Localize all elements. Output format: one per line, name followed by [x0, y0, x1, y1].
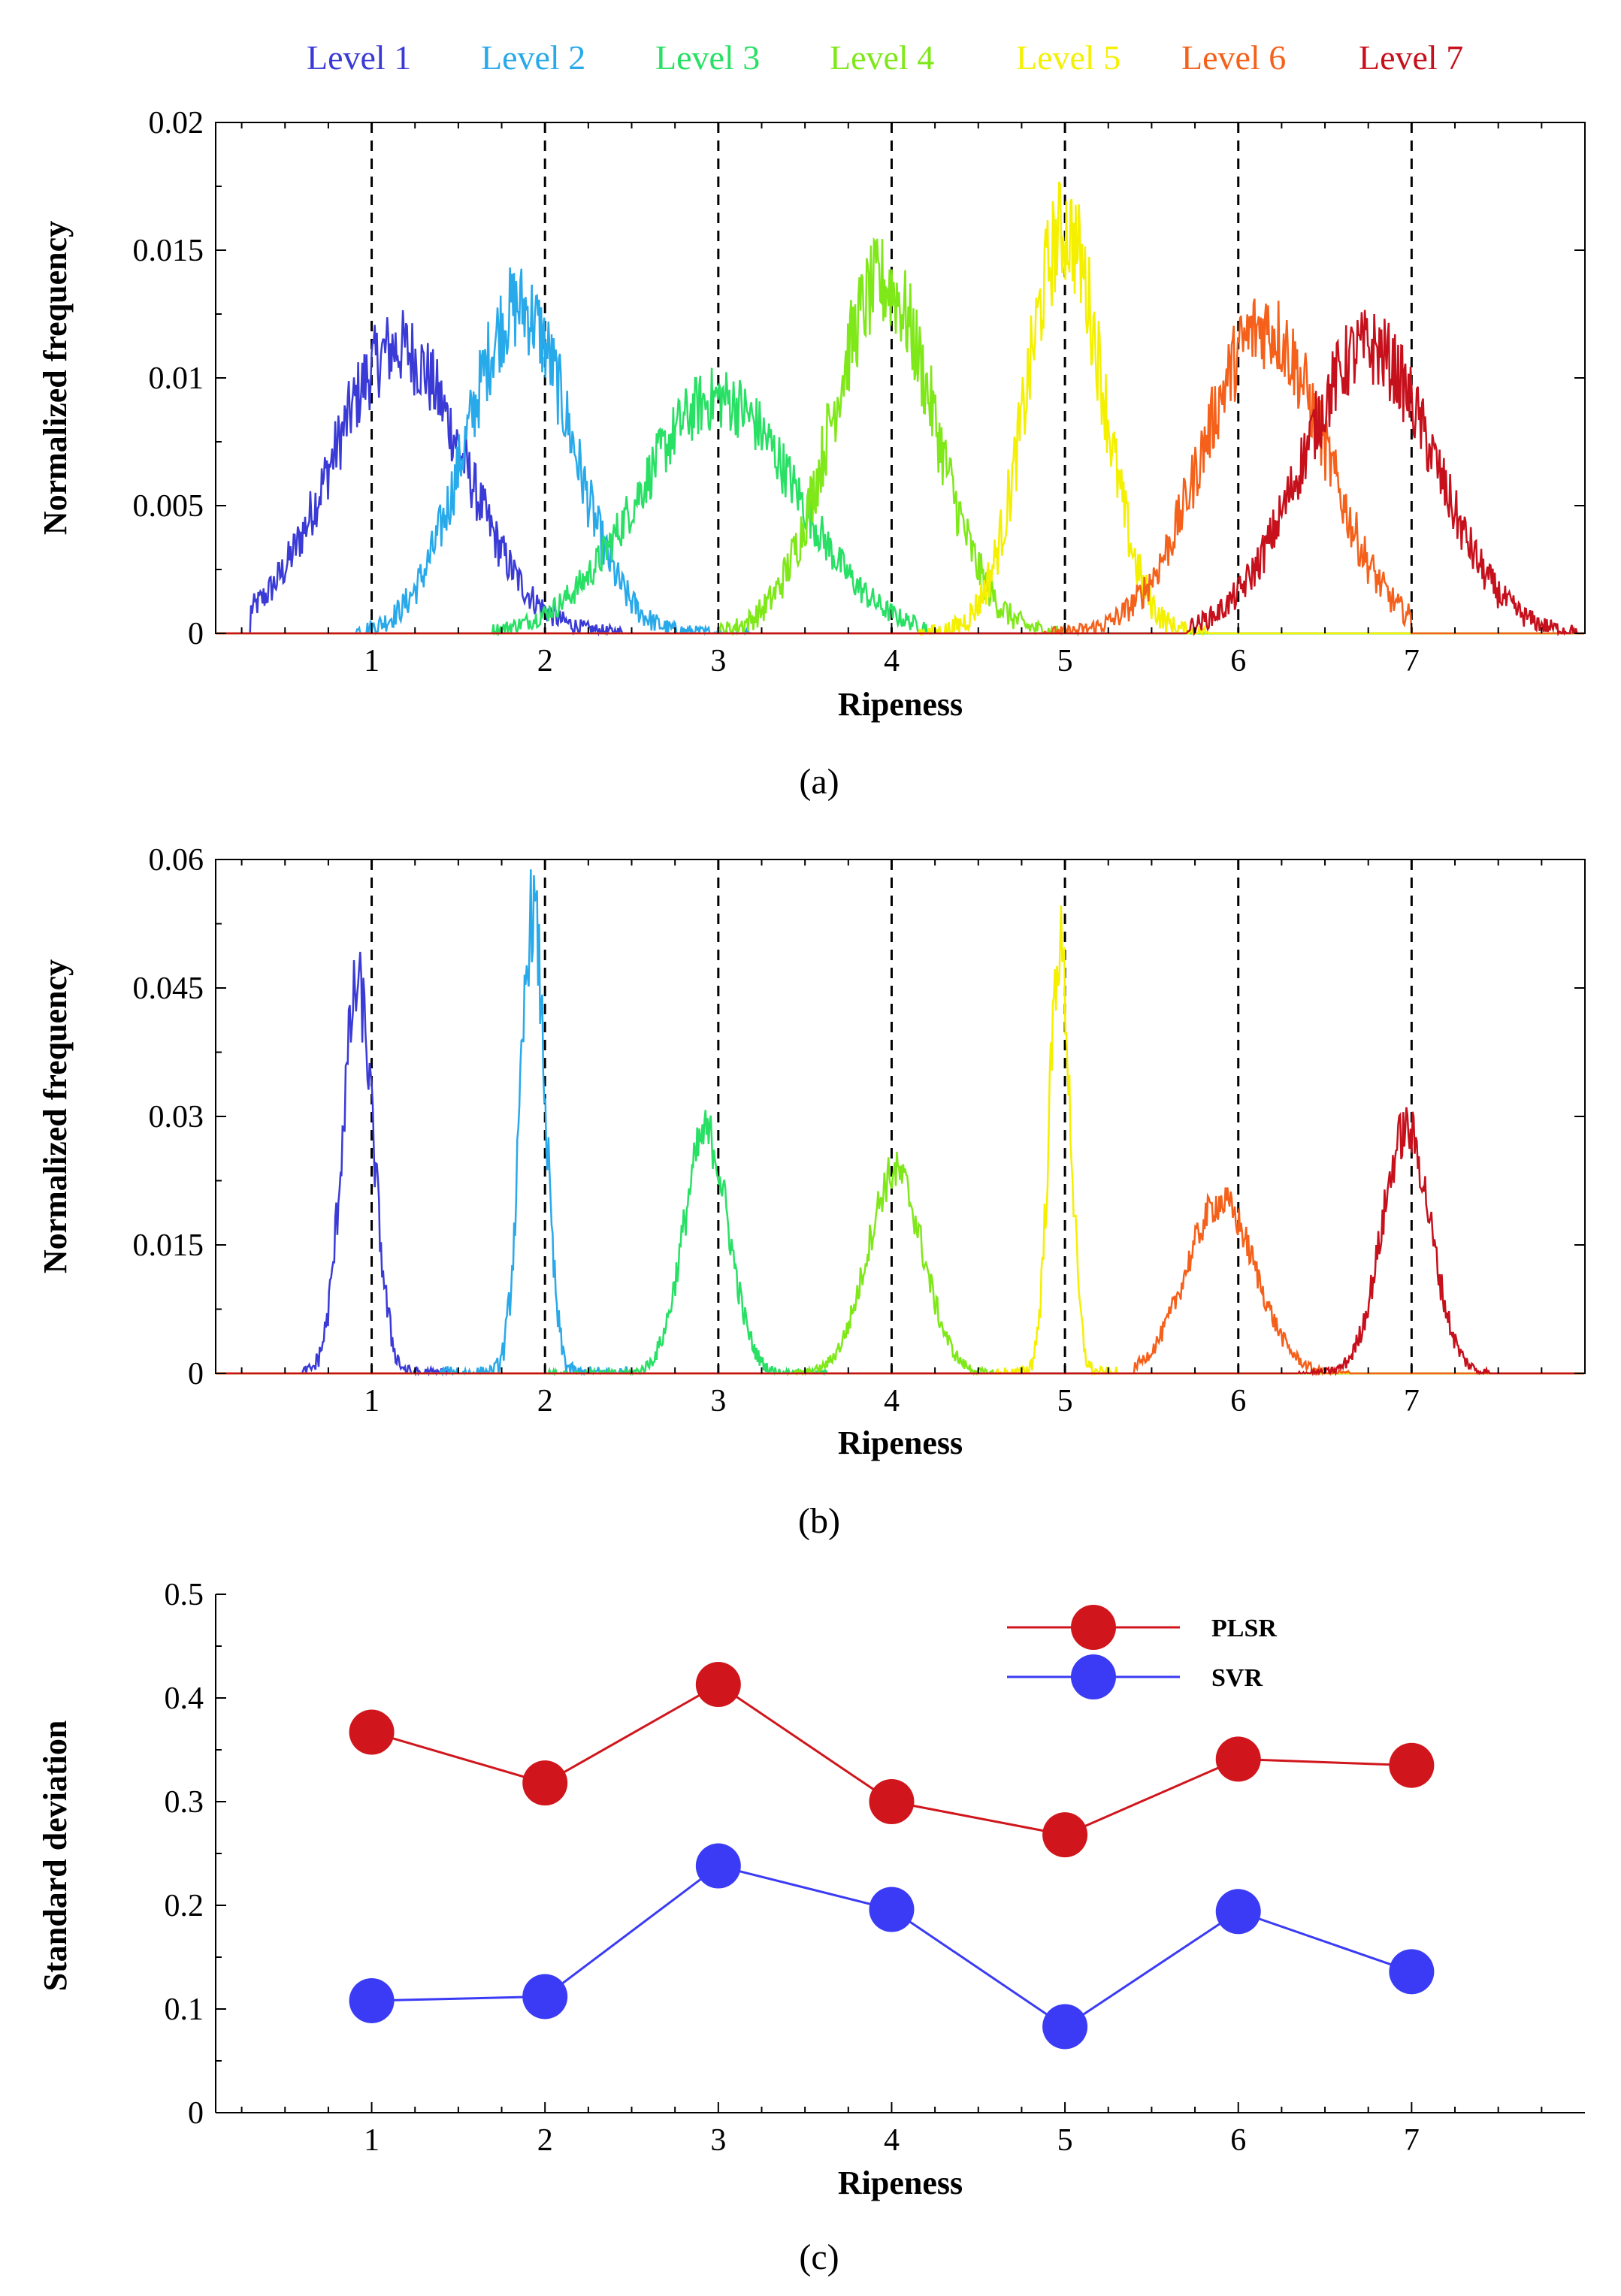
x-tick-label: 3: [710, 1384, 726, 1418]
series-line-level-2: [216, 869, 1585, 1377]
data-point-svr: [522, 1974, 568, 2020]
data-point-plsr: [869, 1779, 915, 1824]
series-line-level-4: [216, 1151, 1585, 1376]
x-tick-label: 5: [1057, 2123, 1073, 2158]
legend-plsr-label: PLSR: [1211, 1615, 1277, 1642]
y-tick-label: 0.02: [149, 106, 204, 140]
x-ticks-b: 1 2 3 4 5 6 7: [240, 859, 1543, 1418]
legend-level-7: Level 7: [1359, 38, 1463, 77]
y-tick-label: 0.015: [133, 234, 204, 268]
x-tick-label: 3: [710, 644, 726, 678]
series-lines-c: [349, 1662, 1435, 2050]
x-tick-label: 6: [1230, 1384, 1246, 1418]
data-point-plsr: [1215, 1736, 1261, 1782]
y-tick-label: 0.01: [149, 361, 204, 396]
series-line-level-7: [216, 1107, 1585, 1376]
y-axis-label-a: Normalized frequency: [37, 221, 74, 535]
caption-b: (b): [798, 1501, 840, 1541]
y-tick-label: 0.045: [133, 971, 204, 1006]
series-line-level-7: [216, 310, 1585, 636]
y-tick-label: 0.06: [149, 843, 204, 878]
x-tick-label: 5: [1057, 1384, 1073, 1418]
data-point-plsr: [1389, 1742, 1435, 1788]
x-axis-label-b: Ripeness: [838, 1424, 963, 1461]
x-tick-label: 1: [364, 2123, 380, 2158]
x-tick-label: 4: [884, 2123, 900, 2158]
panel-a: 0 0.005 0.01 0.015 0.02 1 2 3 4 5 6 7 Normalized f…: [37, 106, 1586, 802]
caption-c: (c): [799, 2237, 839, 2277]
series-lines-b: [216, 869, 1585, 1377]
y-tick-label: 0: [188, 617, 204, 651]
legend-level-5: Level 5: [1016, 38, 1120, 77]
y-tick-label: 0.2: [165, 1889, 204, 1923]
y-axis-label-b: Normalized frequency: [37, 959, 74, 1273]
legend-level-6: Level 6: [1181, 38, 1286, 77]
data-point-svr: [1042, 2004, 1088, 2050]
legend-plsr-marker: [1071, 1605, 1116, 1650]
y-ticks-c: 0 0.1 0.2 0.3 0.4 0.5: [165, 1578, 226, 2131]
data-point-plsr: [1042, 1812, 1088, 1858]
x-tick-label: 6: [1230, 644, 1246, 678]
y-tick-label: 0: [188, 2096, 204, 2131]
x-tick-label: 6: [1230, 2123, 1246, 2158]
y-tick-label: 0.5: [165, 1578, 204, 1612]
y-tick-label: 0.1: [165, 1992, 204, 2027]
x-tick-label: 2: [537, 1384, 553, 1418]
data-point-svr: [1215, 1889, 1261, 1935]
legend-level-1: Level 1: [307, 38, 411, 77]
series-lines-a: [216, 181, 1585, 637]
legend-level-2: Level 2: [481, 38, 585, 77]
x-tick-label: 4: [884, 644, 900, 678]
x-tick-label: 7: [1404, 644, 1420, 678]
y-tick-label: 0.005: [133, 489, 204, 524]
legend-svr-marker: [1071, 1654, 1116, 1699]
x-tick-label: 2: [537, 644, 553, 678]
panel-c: 0 0.1 0.2 0.3 0.4 0.5 1 2 3 4 5 6 7 PLSR SVR Standa…: [37, 1578, 1585, 2277]
series-line-level-5: [216, 905, 1585, 1376]
data-point-svr: [349, 1977, 395, 2023]
data-point-plsr: [695, 1662, 741, 1708]
x-tick-label: 2: [537, 2123, 553, 2158]
x-axis-label-c: Ripeness: [838, 2165, 963, 2201]
data-point-plsr: [522, 1760, 568, 1806]
x-axis-label-a: Ripeness: [838, 686, 963, 723]
y-ticks-b: 0 0.015 0.03 0.045 0.06: [133, 843, 1585, 1391]
top-legend: Level 1 Level 2 Level 3 Level 4 Level 5 …: [307, 38, 1463, 77]
x-ticks-a: 1 2 3 4 5 6 7: [240, 122, 1543, 678]
series-line-level-3: [216, 367, 1585, 637]
y-tick-label: 0.03: [149, 1100, 204, 1134]
y-axis-label-c: Standard deviation: [37, 1720, 74, 1992]
x-tick-label: 4: [884, 1384, 900, 1418]
plot-frame-b: [215, 859, 1586, 1374]
legend-level-4: Level 4: [830, 38, 934, 77]
y-tick-label: 0.015: [133, 1228, 204, 1263]
x-tick-label: 1: [364, 1384, 380, 1418]
legend-level-3: Level 3: [655, 38, 760, 77]
y-tick-label: 0.4: [165, 1681, 204, 1716]
legend-svr-label: SVR: [1211, 1664, 1263, 1692]
series-line-level-6: [216, 1187, 1585, 1377]
x-tick-label: 1: [364, 644, 380, 678]
x-tick-label: 7: [1404, 1384, 1420, 1418]
x-tick-label: 7: [1404, 2123, 1420, 2158]
data-point-plsr: [349, 1709, 395, 1755]
caption-a: (a): [799, 762, 839, 802]
data-point-svr: [1389, 1949, 1435, 1995]
panel-b: 0 0.015 0.03 0.045 0.06 1 2 3 4 5 6 7 Normalized f…: [37, 843, 1586, 1541]
reference-lines-b: [370, 859, 1413, 1373]
x-ticks-c: 1 2 3 4 5 6 7: [240, 2102, 1543, 2158]
data-point-svr: [869, 1887, 915, 1932]
y-ticks-a: 0 0.005 0.01 0.015 0.02: [133, 106, 1585, 651]
y-tick-label: 0: [188, 1357, 204, 1391]
legend-c: PLSR SVR: [1007, 1605, 1277, 1699]
x-tick-label: 3: [710, 2123, 726, 2158]
series-line-level-1: [216, 951, 1585, 1377]
data-point-svr: [695, 1843, 741, 1889]
x-tick-label: 5: [1057, 644, 1073, 678]
y-tick-label: 0.3: [165, 1785, 204, 1820]
